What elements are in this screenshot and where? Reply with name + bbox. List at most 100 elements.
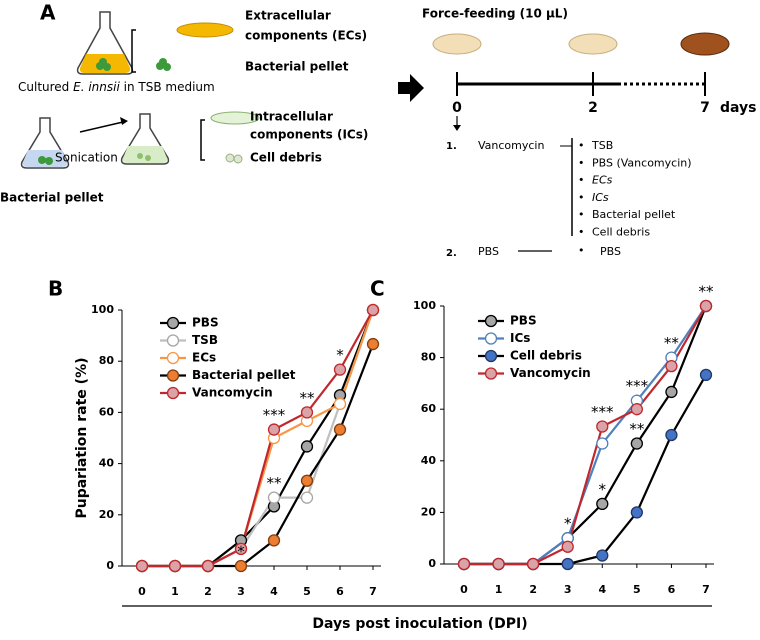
x-tick-label: 7 bbox=[702, 583, 710, 596]
y-tick-label: 40 bbox=[99, 457, 115, 470]
panel-label: C bbox=[370, 277, 385, 301]
y-tick-label: 100 bbox=[413, 299, 436, 312]
annotation: * bbox=[564, 515, 572, 533]
legend-label: PBS bbox=[192, 316, 219, 330]
marker bbox=[699, 368, 713, 382]
marker bbox=[665, 428, 678, 442]
x-tick-label: 5 bbox=[633, 583, 641, 596]
label: Vancomycin bbox=[478, 139, 544, 152]
legend-marker bbox=[484, 367, 498, 380]
y-tick-label: 0 bbox=[106, 559, 114, 572]
marker bbox=[267, 491, 281, 504]
legend-label: ICs bbox=[510, 331, 530, 345]
x-tick-label: 6 bbox=[336, 585, 344, 598]
y-tick-label: 0 bbox=[428, 557, 436, 570]
x-tick-label: 7 bbox=[369, 585, 377, 598]
marker bbox=[234, 559, 248, 573]
list-item: TSB bbox=[591, 139, 613, 152]
x-tick-label: 4 bbox=[598, 583, 606, 596]
timeline-label: 7 bbox=[700, 100, 710, 116]
marker bbox=[366, 303, 380, 317]
x-axis-label: Days post inoculation (DPI) bbox=[312, 616, 527, 632]
label: Sonication bbox=[55, 151, 118, 165]
label: Bacterial pellet bbox=[0, 191, 104, 205]
caption: Cultured E. innsii in TSB medium bbox=[18, 80, 215, 94]
label: PBS bbox=[600, 245, 621, 258]
annotation: ** bbox=[300, 389, 316, 407]
annotation: ** bbox=[267, 474, 283, 492]
list-item: ECs bbox=[592, 174, 613, 187]
marker bbox=[526, 557, 540, 571]
y-axis-label: Pupariation rate (%) bbox=[74, 357, 90, 518]
marker bbox=[561, 540, 574, 553]
list-item: Cell debris bbox=[592, 226, 650, 239]
marker bbox=[492, 557, 505, 571]
marker bbox=[168, 559, 182, 573]
x-tick-label: 2 bbox=[529, 583, 537, 596]
y-tick-label: 80 bbox=[99, 354, 115, 367]
marker bbox=[366, 337, 380, 351]
bullet: • bbox=[578, 156, 585, 169]
marker bbox=[699, 299, 713, 313]
caption-part: E. innsii bbox=[73, 80, 120, 94]
bullet: • bbox=[578, 191, 585, 204]
marker bbox=[596, 497, 609, 511]
marker bbox=[596, 549, 609, 562]
legend-marker bbox=[166, 386, 180, 400]
group-items: • TSB • PBS (Vancomycin) • ECs • ICs • Bacterial … bbox=[578, 139, 692, 239]
x-tick-label: 2 bbox=[204, 585, 212, 598]
x-tick-label: 0 bbox=[138, 585, 146, 598]
bullet: • bbox=[578, 226, 585, 239]
label: Intracellular bbox=[250, 110, 333, 124]
y-tick-label: 60 bbox=[99, 405, 115, 418]
panel-label: A bbox=[40, 1, 56, 25]
legend-marker bbox=[166, 334, 180, 347]
marker bbox=[630, 506, 644, 519]
bullet: • bbox=[578, 244, 585, 257]
legend-marker bbox=[166, 369, 180, 382]
list-item: Bacterial pellet bbox=[592, 208, 676, 221]
x-tick-label: 4 bbox=[270, 585, 278, 598]
legend-label: TSB bbox=[192, 333, 218, 347]
y-tick-label: 60 bbox=[421, 402, 437, 415]
bullet: • bbox=[578, 174, 585, 187]
legend-label: Vancomycin bbox=[510, 366, 591, 380]
annotation: * bbox=[599, 480, 607, 498]
legend-marker bbox=[484, 349, 498, 363]
label: PBS bbox=[478, 245, 499, 258]
label: 1. bbox=[446, 141, 457, 152]
x-tick-label: 6 bbox=[668, 583, 676, 596]
legend-marker bbox=[166, 351, 180, 365]
label: components (ICs) bbox=[250, 128, 368, 142]
label: Extracellular bbox=[245, 9, 331, 23]
annotation: ** bbox=[664, 334, 680, 352]
series-line bbox=[464, 374, 707, 566]
x-tick-label: 3 bbox=[564, 583, 572, 596]
caption-part: Cultured bbox=[18, 80, 73, 94]
legend-marker bbox=[166, 316, 180, 330]
label: components (ECs) bbox=[245, 29, 367, 43]
marker bbox=[665, 359, 678, 373]
marker bbox=[234, 542, 248, 555]
marker bbox=[333, 397, 347, 411]
label: Bacterial pellet bbox=[245, 60, 349, 74]
marker bbox=[630, 437, 644, 450]
x-tick-label: 5 bbox=[303, 585, 311, 598]
caption-part: in TSB medium bbox=[120, 80, 215, 94]
bullet: • bbox=[578, 139, 585, 152]
y-tick-label: 20 bbox=[99, 508, 115, 521]
marker bbox=[267, 534, 281, 547]
marker bbox=[596, 420, 609, 433]
legend-label: Cell debris bbox=[510, 349, 582, 363]
annotation: *** bbox=[626, 377, 649, 395]
legend-marker bbox=[484, 314, 498, 328]
marker bbox=[300, 474, 314, 487]
annotation: *** bbox=[591, 403, 614, 421]
marker bbox=[333, 423, 347, 436]
marker bbox=[300, 491, 314, 504]
label: Force-feeding (10 μL) bbox=[422, 7, 568, 21]
y-tick-label: 100 bbox=[91, 303, 114, 316]
marker bbox=[135, 559, 149, 573]
x-tick-label: 0 bbox=[460, 583, 468, 596]
